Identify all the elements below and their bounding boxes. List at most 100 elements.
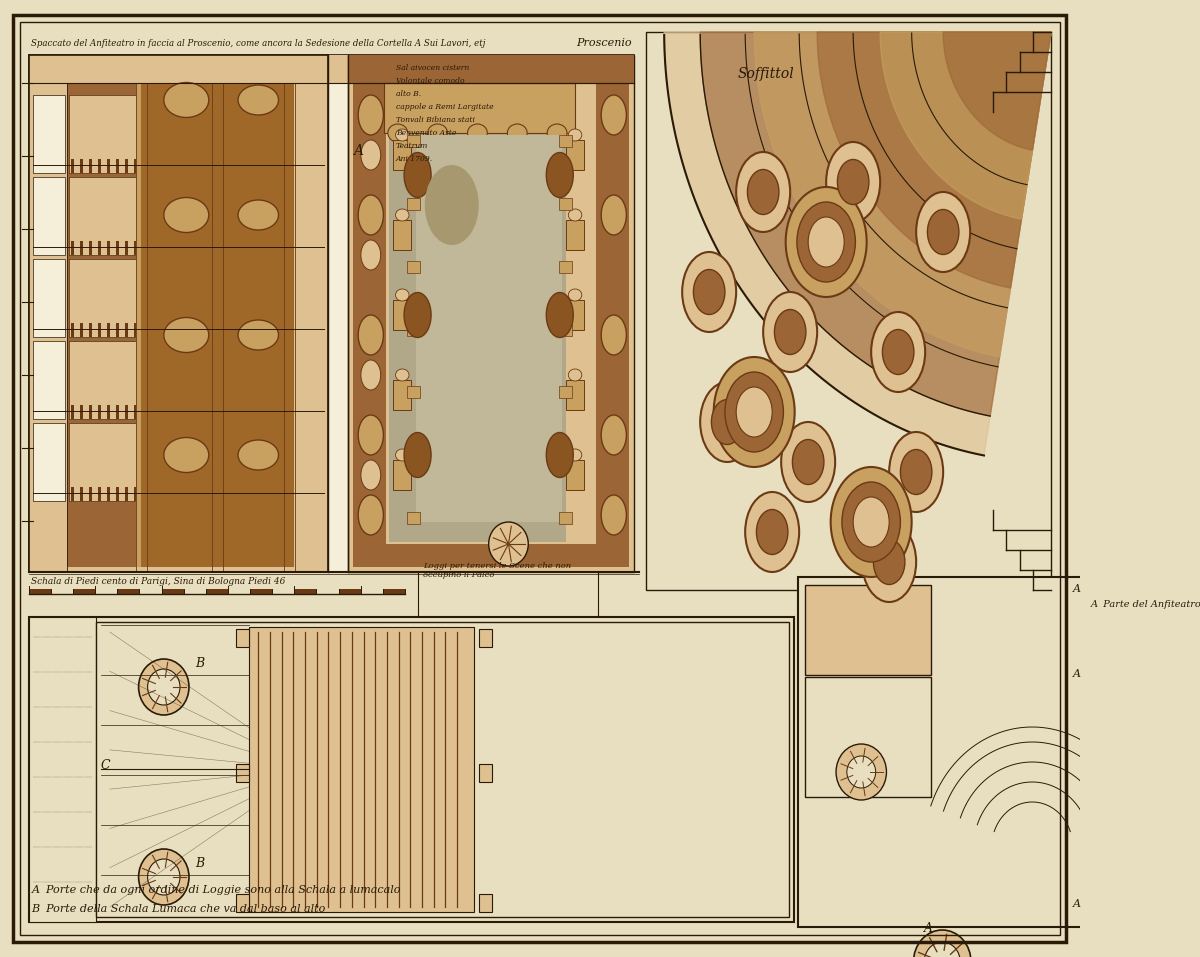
Ellipse shape: [826, 142, 880, 222]
Text: A: A: [1073, 899, 1081, 909]
Bar: [71, 241, 73, 255]
Bar: [134, 487, 137, 501]
Bar: [96, 622, 790, 917]
Text: cappole a Remi Largitate: cappole a Remi Largitate: [396, 103, 493, 111]
Polygon shape: [943, 32, 1051, 150]
Bar: [136, 83, 146, 567]
Ellipse shape: [830, 467, 912, 577]
Circle shape: [924, 942, 960, 957]
Bar: [329, 83, 348, 567]
Bar: [116, 487, 119, 501]
Text: alto B.: alto B.: [396, 90, 421, 98]
Bar: [107, 323, 109, 337]
Bar: [407, 135, 420, 147]
Bar: [89, 405, 91, 419]
Bar: [235, 629, 250, 647]
Bar: [34, 259, 65, 337]
Ellipse shape: [712, 399, 743, 444]
Bar: [566, 300, 584, 330]
Ellipse shape: [808, 217, 844, 267]
Bar: [34, 83, 67, 567]
Bar: [566, 140, 584, 170]
Bar: [160, 185, 214, 247]
Bar: [80, 159, 83, 173]
Bar: [34, 83, 324, 567]
Text: Benvenuto Arte: Benvenuto Arte: [396, 129, 456, 137]
Circle shape: [836, 744, 887, 800]
Bar: [294, 589, 317, 594]
Bar: [80, 405, 83, 419]
Bar: [118, 589, 139, 594]
Ellipse shape: [900, 450, 932, 495]
Bar: [73, 589, 95, 594]
Bar: [479, 894, 492, 912]
Bar: [107, 487, 109, 501]
Text: B: B: [196, 857, 204, 870]
Bar: [125, 241, 127, 255]
Ellipse shape: [725, 372, 784, 452]
Bar: [125, 487, 127, 501]
Ellipse shape: [361, 360, 380, 390]
Ellipse shape: [786, 187, 866, 297]
Ellipse shape: [404, 433, 431, 478]
Bar: [70, 95, 142, 173]
Bar: [348, 55, 634, 572]
Ellipse shape: [756, 509, 788, 554]
Bar: [348, 55, 634, 83]
Circle shape: [148, 669, 180, 705]
Bar: [98, 241, 101, 255]
Polygon shape: [700, 32, 1051, 416]
Bar: [394, 300, 412, 330]
Bar: [145, 177, 324, 255]
Bar: [479, 629, 492, 647]
Ellipse shape: [396, 449, 409, 461]
Text: A  Porte che da ogni ordine di Loggie sono alla Schala a lumacalo: A Porte che da ogni ordine di Loggie son…: [31, 885, 401, 895]
Bar: [70, 259, 142, 337]
Bar: [479, 764, 492, 782]
Text: Loggi per tenersi le Scene che non
occupino il Palco: Loggi per tenersi le Scene che non occup…: [422, 562, 571, 579]
Bar: [206, 589, 228, 594]
Text: A: A: [1073, 584, 1081, 594]
Ellipse shape: [601, 315, 626, 355]
Text: Spaccato del Anfiteatro in faccia al Proscenio, come ancora la Sedesione della C: Spaccato del Anfiteatro in faccia al Pro…: [31, 38, 486, 48]
Ellipse shape: [569, 289, 582, 301]
Bar: [383, 589, 404, 594]
Bar: [646, 32, 1051, 590]
Bar: [29, 589, 50, 594]
Ellipse shape: [601, 415, 626, 455]
Bar: [70, 423, 142, 501]
Bar: [80, 487, 83, 501]
Bar: [89, 323, 91, 337]
Bar: [34, 341, 65, 419]
Bar: [107, 159, 109, 173]
Ellipse shape: [238, 85, 278, 115]
Ellipse shape: [694, 270, 725, 315]
Bar: [134, 159, 137, 173]
Bar: [98, 487, 101, 501]
Ellipse shape: [745, 492, 799, 572]
Ellipse shape: [163, 318, 209, 352]
Bar: [407, 198, 420, 210]
Bar: [595, 83, 629, 565]
Ellipse shape: [404, 293, 431, 338]
Polygon shape: [880, 32, 1051, 219]
Ellipse shape: [508, 124, 527, 142]
Ellipse shape: [842, 482, 900, 562]
Bar: [798, 577, 1086, 927]
Ellipse shape: [838, 160, 869, 205]
Circle shape: [913, 930, 971, 957]
Bar: [134, 323, 137, 337]
Bar: [29, 55, 329, 572]
Bar: [98, 405, 101, 419]
Text: C: C: [101, 759, 110, 772]
Bar: [566, 220, 584, 250]
Ellipse shape: [569, 449, 582, 461]
Bar: [98, 323, 101, 337]
Ellipse shape: [874, 540, 905, 585]
Bar: [145, 259, 324, 337]
Bar: [116, 323, 119, 337]
Bar: [353, 544, 629, 567]
Ellipse shape: [736, 152, 790, 232]
Bar: [160, 103, 214, 165]
Bar: [34, 423, 65, 501]
